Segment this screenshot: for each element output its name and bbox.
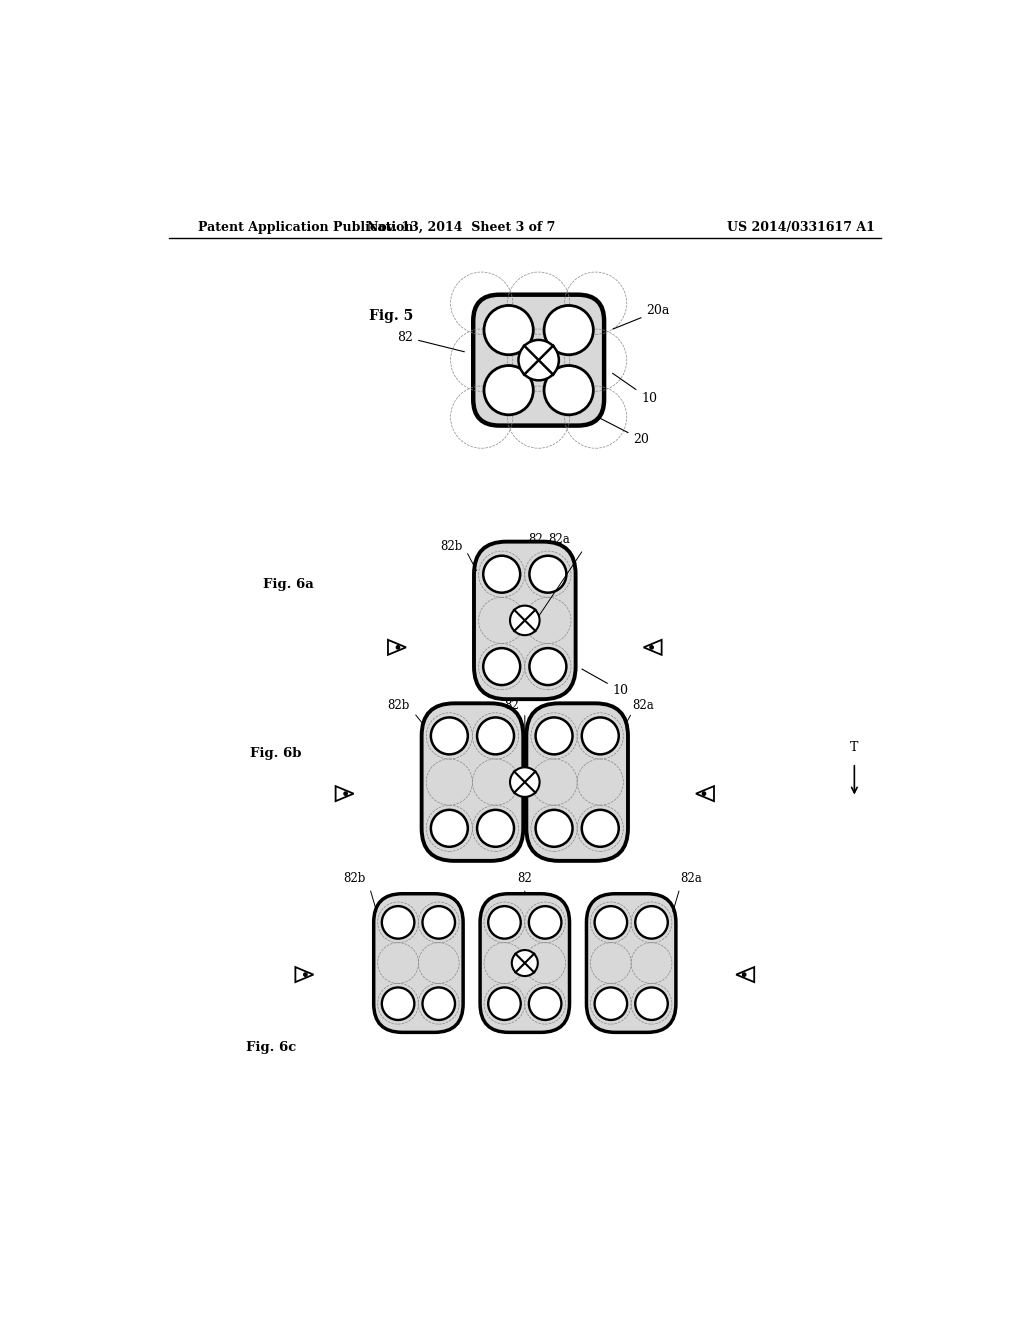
Circle shape [742,973,746,977]
FancyBboxPatch shape [480,894,569,1032]
Text: Fig. 6c: Fig. 6c [246,1041,296,1055]
Circle shape [650,645,653,649]
Circle shape [518,341,559,380]
Circle shape [536,810,572,847]
Circle shape [484,305,534,355]
Circle shape [635,987,668,1020]
Text: 82b: 82b [440,540,463,553]
Text: 20: 20 [599,417,649,446]
Circle shape [528,906,561,939]
Circle shape [423,987,455,1020]
Polygon shape [644,640,662,655]
Text: 82: 82 [397,330,464,351]
Text: 82b: 82b [388,700,410,711]
Circle shape [582,810,618,847]
Text: Fig. 6a: Fig. 6a [263,578,313,591]
FancyBboxPatch shape [422,704,523,861]
Text: 82a: 82a [632,700,653,711]
Text: T: T [850,742,858,754]
Polygon shape [696,787,714,801]
Circle shape [488,906,521,939]
Circle shape [344,792,347,796]
Text: 82a: 82a [680,873,701,886]
Text: 82: 82 [528,533,544,546]
Polygon shape [388,640,406,655]
Circle shape [595,906,627,939]
Text: 10: 10 [612,374,657,405]
Text: 82: 82 [517,873,532,886]
Polygon shape [736,968,755,982]
Circle shape [423,906,455,939]
Text: 82b: 82b [344,873,366,886]
Circle shape [396,645,399,649]
Text: Nov. 13, 2014  Sheet 3 of 7: Nov. 13, 2014 Sheet 3 of 7 [368,222,556,234]
Circle shape [529,556,566,593]
FancyBboxPatch shape [374,894,463,1032]
Circle shape [536,718,572,755]
FancyBboxPatch shape [473,294,604,425]
Circle shape [477,810,514,847]
FancyBboxPatch shape [474,541,575,700]
Circle shape [635,906,668,939]
Circle shape [382,906,415,939]
Circle shape [544,305,593,355]
Polygon shape [336,787,353,801]
Text: 82: 82 [504,700,518,711]
Circle shape [488,987,521,1020]
Polygon shape [295,968,313,982]
Circle shape [702,792,706,796]
Circle shape [582,718,618,755]
Text: 82a: 82a [548,533,569,546]
FancyBboxPatch shape [587,894,676,1032]
FancyBboxPatch shape [526,704,628,861]
Circle shape [483,556,520,593]
Circle shape [529,648,566,685]
Text: US 2014/0331617 A1: US 2014/0331617 A1 [727,222,876,234]
Circle shape [510,767,540,797]
Circle shape [510,606,540,635]
Text: Patent Application Publication: Patent Application Publication [199,222,414,234]
Circle shape [512,950,538,975]
Text: 10: 10 [582,669,629,697]
Circle shape [483,648,520,685]
Circle shape [382,987,415,1020]
Circle shape [431,810,468,847]
Text: Fig. 6b: Fig. 6b [250,747,301,760]
Circle shape [477,718,514,755]
Text: 20a: 20a [612,305,670,329]
Circle shape [528,987,561,1020]
Circle shape [484,366,534,414]
Circle shape [431,718,468,755]
Circle shape [303,973,307,977]
Circle shape [544,366,593,414]
Text: Fig. 5: Fig. 5 [370,309,414,323]
Circle shape [595,987,627,1020]
